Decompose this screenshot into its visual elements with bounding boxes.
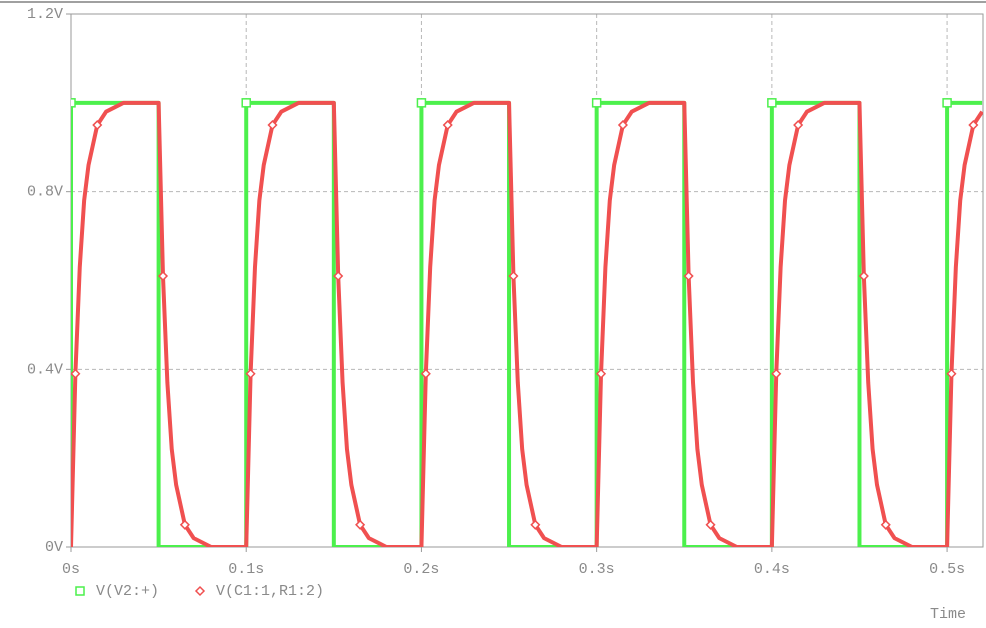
x-tick-label: 0.2s (403, 561, 439, 578)
legend-label: V(C1:1,R1:2) (216, 583, 324, 600)
marker (968, 119, 979, 131)
legend-marker (194, 585, 206, 597)
marker (793, 119, 804, 131)
x-tick-label: 0.4s (754, 561, 790, 578)
marker (442, 119, 453, 131)
y-tick-label: 0.8V (27, 184, 63, 201)
marker (508, 270, 519, 282)
marker (591, 98, 602, 108)
marker (267, 119, 278, 131)
marker (71, 368, 81, 379)
marker (771, 368, 782, 379)
marker (157, 270, 169, 282)
marker (767, 98, 777, 108)
legend-label: V(V2:+) (96, 583, 159, 600)
marker (617, 119, 628, 131)
marker (705, 519, 716, 530)
marker (858, 270, 869, 282)
marker (946, 368, 957, 379)
marker (355, 519, 366, 530)
marker (880, 519, 891, 530)
x-tick-label: 0s (62, 561, 80, 578)
y-tick-label: 1.2V (27, 6, 63, 23)
x-tick-label: 0.3s (579, 561, 615, 578)
marker (420, 368, 431, 379)
legend-marker (75, 586, 85, 596)
series-line (71, 100, 983, 547)
x-tick-label: 0.1s (228, 561, 264, 578)
marker (595, 368, 607, 379)
y-tick-label: 0V (45, 539, 63, 556)
marker (71, 98, 76, 108)
marker (179, 519, 190, 530)
plot-area (71, 98, 983, 547)
marker (416, 98, 427, 108)
x-axis-label: Time (930, 606, 966, 623)
marker (530, 519, 541, 530)
y-tick-label: 0.4V (27, 361, 63, 378)
marker (942, 98, 952, 108)
x-tick-label: 0.5s (929, 561, 965, 578)
marker (333, 270, 344, 282)
marker (241, 98, 251, 108)
marker (683, 270, 694, 282)
marker (245, 368, 256, 379)
series-line (71, 100, 983, 547)
marker (92, 119, 103, 131)
